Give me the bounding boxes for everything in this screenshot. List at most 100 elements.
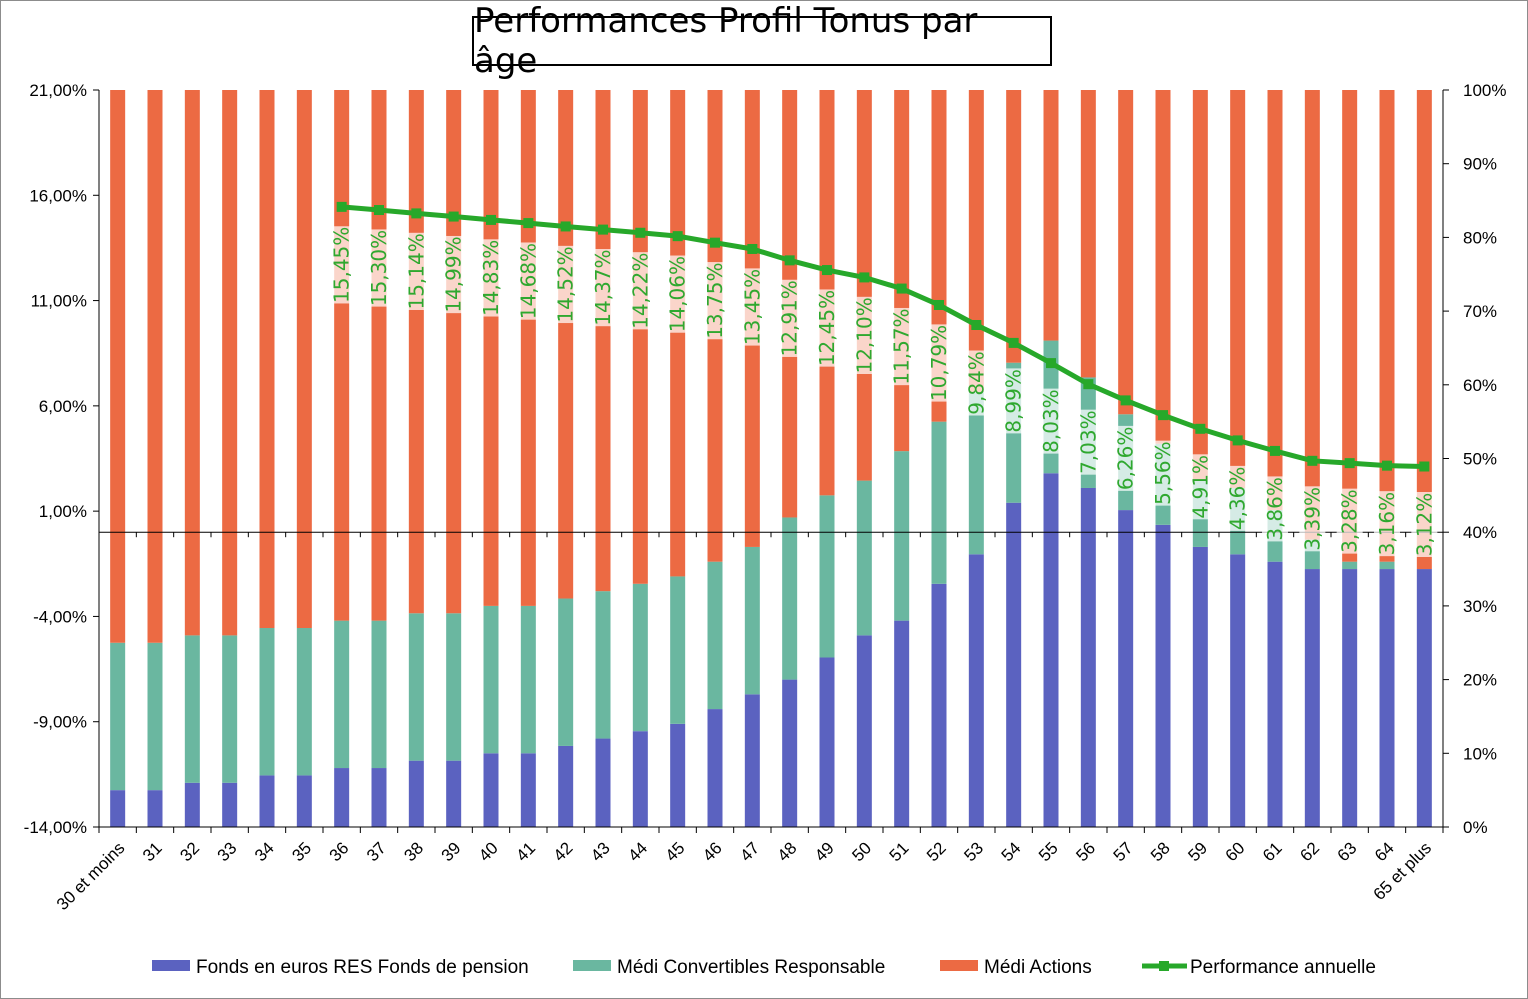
performance-label-bg xyxy=(1075,409,1102,475)
bar-segment-3 xyxy=(184,90,200,636)
performance-marker xyxy=(560,221,571,232)
category-label: 40 xyxy=(475,838,502,865)
performance-label: 14,99% xyxy=(442,236,466,312)
bar-segment-2 xyxy=(819,495,835,658)
bar-segment-1 xyxy=(334,768,350,827)
performance-marker xyxy=(859,272,870,283)
bar-segment-2 xyxy=(632,583,648,732)
right-tick-label: 90% xyxy=(1463,155,1497,174)
performance-marker xyxy=(523,218,534,229)
bar-segment-1 xyxy=(744,694,760,827)
performance-label: 13,45% xyxy=(740,269,764,345)
performance-label: 12,45% xyxy=(815,290,839,366)
performance-label-bg xyxy=(739,268,766,346)
performance-label: 4,91% xyxy=(1188,455,1212,519)
bar-segment-1 xyxy=(1192,546,1208,827)
bar-segment-3 xyxy=(520,90,536,606)
performance-marker xyxy=(896,283,907,294)
category-label: 44 xyxy=(624,838,651,865)
bar-segment-2 xyxy=(408,613,424,761)
bar-segment-2 xyxy=(446,613,462,761)
performance-label-bg xyxy=(888,307,915,386)
performance-marker xyxy=(1083,379,1094,390)
category-label: 51 xyxy=(886,838,913,865)
category-label: 62 xyxy=(1296,838,1323,865)
bar-segment-1 xyxy=(1342,569,1358,827)
category-label: 59 xyxy=(1184,838,1211,865)
bar-segment-1 xyxy=(782,679,798,827)
performance-marker xyxy=(1232,435,1243,446)
bar-segment-1 xyxy=(1416,569,1432,827)
performance-marker xyxy=(971,319,982,330)
bar-segment-2 xyxy=(931,421,947,584)
bar-segment-2 xyxy=(856,480,872,636)
performance-label-group: 14,99% xyxy=(440,235,467,314)
category-label: 35 xyxy=(288,838,315,865)
performance-label-bg xyxy=(440,235,467,314)
bar-segment-2 xyxy=(670,576,686,724)
performance-label: 12,10% xyxy=(852,297,876,373)
category-label: 49 xyxy=(811,838,838,865)
performance-label-bg xyxy=(1411,492,1438,558)
performance-label-bg xyxy=(1150,440,1176,506)
bar-segment-3 xyxy=(446,90,462,614)
bar-segment-2 xyxy=(744,546,760,695)
performance-label-group: 10,79% xyxy=(926,324,952,402)
category-label: 55 xyxy=(1035,838,1062,865)
performance-label-group: 14,22% xyxy=(627,252,654,330)
category-label: 41 xyxy=(512,838,539,865)
performance-marker xyxy=(1046,358,1056,369)
performance-marker xyxy=(1158,410,1168,421)
legend-label-3: Médi Actions xyxy=(984,957,1092,978)
bar-segment-2 xyxy=(296,628,312,776)
bar-segment-2 xyxy=(595,591,611,739)
performance-label-group: 14,68% xyxy=(515,242,542,320)
performance-label-group: 3,28% xyxy=(1336,488,1363,554)
performance-label: 3,28% xyxy=(1338,489,1362,553)
bar-segment-3 xyxy=(371,90,387,621)
category-label: 47 xyxy=(736,838,763,865)
bar-segment-1 xyxy=(1267,561,1283,827)
performance-label: 10,79% xyxy=(927,325,951,401)
legend: Fonds en euros RES Fonds de pension Médi … xyxy=(152,957,1376,978)
performance-label: 15,30% xyxy=(367,230,391,306)
category-label: 60 xyxy=(1222,838,1249,865)
performance-marker xyxy=(1344,458,1355,469)
bar-segment-3 xyxy=(1080,90,1096,378)
performance-label-bg xyxy=(776,279,803,357)
bar-segment-1 xyxy=(819,657,835,827)
category-label: 54 xyxy=(998,838,1025,865)
bar-segment-1 xyxy=(110,790,126,827)
performance-marker xyxy=(635,227,646,238)
performance-line-layer xyxy=(336,201,1430,472)
performance-label-bg xyxy=(963,350,990,416)
category-label: 30 et moins xyxy=(53,838,129,914)
bar-segment-3 xyxy=(408,90,424,614)
bar-segment-1 xyxy=(446,760,462,827)
bar-segment-2 xyxy=(968,392,984,555)
performance-label-bg xyxy=(1187,454,1214,520)
bar-segment-3 xyxy=(558,90,574,599)
performance-label: 3,86% xyxy=(1263,477,1287,541)
right-tick-label: 10% xyxy=(1463,744,1497,763)
legend-label-4: Performance annuelle xyxy=(1190,957,1376,978)
performance-label-group: 14,83% xyxy=(478,239,504,317)
performance-label: 7,03% xyxy=(1076,410,1100,474)
performance-label: 6,26% xyxy=(1114,427,1138,491)
bar-segment-2 xyxy=(1342,561,1358,570)
bar-segment-3 xyxy=(595,90,611,592)
bar-segment-1 xyxy=(408,760,424,827)
bar-segment-1 xyxy=(1118,510,1134,827)
bar-segment-1 xyxy=(1006,502,1022,827)
category-label: 50 xyxy=(848,838,875,865)
category-label: 57 xyxy=(1110,838,1137,865)
performance-label-group: 4,91% xyxy=(1187,454,1214,520)
performance-label-bg xyxy=(515,242,542,320)
left-tick-label: 6,00% xyxy=(39,397,87,416)
bar-segment-1 xyxy=(147,790,163,827)
bar-segment-3 xyxy=(894,90,910,452)
performance-labels-layer: 15,45% 15,30% 15,14% 14,99% 14,83% 14,68% 14,5… xyxy=(328,226,1438,558)
bar-segment-2 xyxy=(707,561,723,710)
bar-segment-3 xyxy=(632,90,648,584)
performance-label: 12,91% xyxy=(778,280,802,356)
